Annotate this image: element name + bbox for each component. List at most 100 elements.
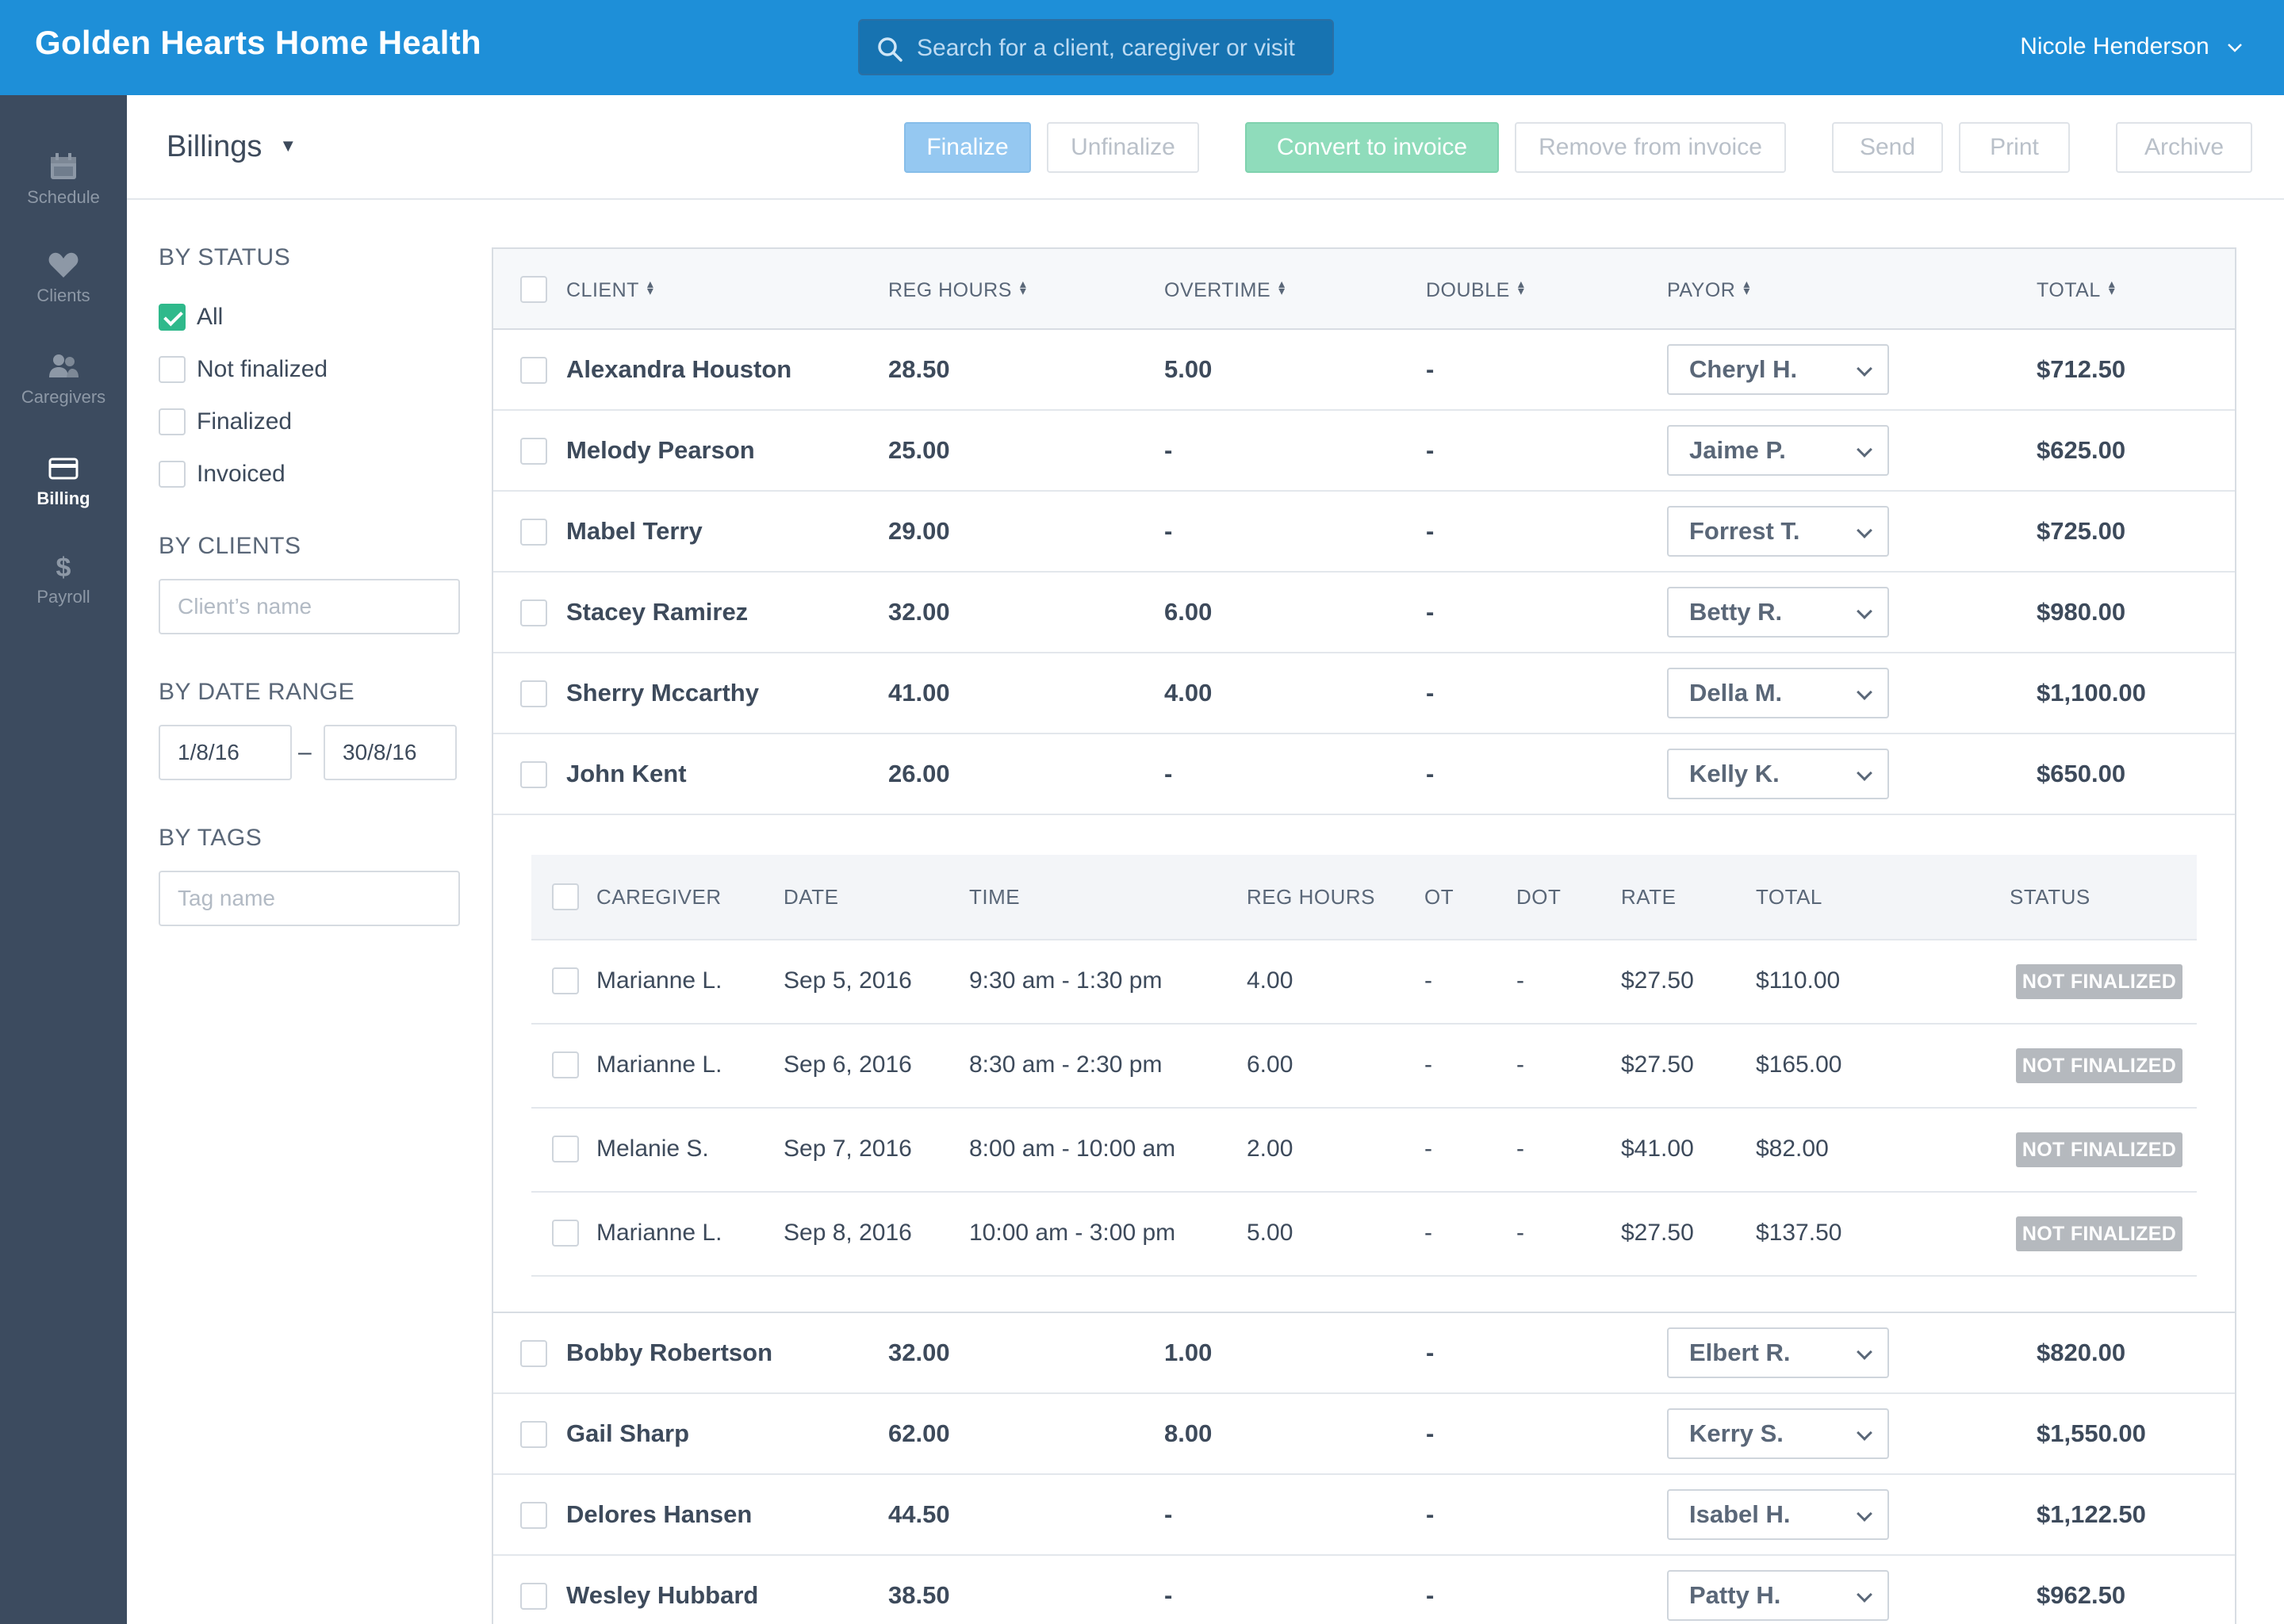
- convert-to-invoice-button[interactable]: Convert to invoice: [1245, 122, 1499, 173]
- table-row[interactable]: Melody Pearson 25.00 - - Jaime P. $625.00: [493, 411, 2235, 492]
- visit-detail-header: CAREGIVER DATE TIME REG HOURS OT DOT RAT…: [531, 855, 2197, 940]
- detail-header-ot: OT: [1424, 885, 1454, 909]
- client-name[interactable]: Sherry Mccarthy: [566, 679, 759, 707]
- client-name[interactable]: John Kent: [566, 760, 687, 787]
- client-name[interactable]: Stacey Ramirez: [566, 598, 749, 626]
- row-checkbox[interactable]: [520, 519, 547, 546]
- payor-select[interactable]: Kelly K.: [1667, 749, 1889, 799]
- checkbox[interactable]: [159, 408, 186, 436]
- row-checkbox[interactable]: [520, 599, 547, 626]
- visit-checkbox[interactable]: [552, 1220, 579, 1247]
- row-checkbox[interactable]: [520, 438, 547, 465]
- visit-row[interactable]: Melanie S. Sep 7, 2016 8:00 am - 10:00 am 2…: [531, 1109, 2197, 1193]
- table-row[interactable]: Stacey Ramirez 32.00 6.00 - Betty R. $980.00: [493, 573, 2235, 653]
- column-header-overtime[interactable]: OVERTIME ▴ ▾: [1164, 278, 1286, 302]
- user-menu[interactable]: Nicole Henderson: [2020, 33, 2243, 60]
- payor-select[interactable]: Della M.: [1667, 668, 1889, 718]
- column-header-total[interactable]: TOTAL ▴ ▾: [2037, 278, 2115, 302]
- remove-from-invoice-button[interactable]: Remove from invoice: [1515, 122, 1786, 173]
- date-from-input[interactable]: 1/8/16: [159, 725, 292, 780]
- finalize-button[interactable]: Finalize: [904, 122, 1031, 173]
- status-option-not-finalized[interactable]: Not finalized: [159, 355, 328, 384]
- checkbox[interactable]: [159, 304, 186, 331]
- sort-icon: ▴ ▾: [1019, 278, 1027, 298]
- payor-select[interactable]: Patty H.: [1667, 1570, 1889, 1621]
- row-checkbox[interactable]: [520, 680, 547, 707]
- client-name[interactable]: Alexandra Houston: [566, 355, 792, 383]
- payor-select[interactable]: Cheryl H.: [1667, 344, 1889, 395]
- row-checkbox[interactable]: [520, 1502, 547, 1529]
- svg-text:$: $: [56, 553, 71, 580]
- client-name[interactable]: Wesley Hubbard: [566, 1581, 759, 1609]
- status-option-invoiced[interactable]: Invoiced: [159, 460, 286, 488]
- select-all-visits-checkbox[interactable]: [552, 883, 579, 910]
- visit-checkbox[interactable]: [552, 1051, 579, 1078]
- page-title-dropdown[interactable]: Billings ▼: [167, 130, 297, 164]
- overtime: 1.00: [1164, 1339, 1213, 1366]
- send-button[interactable]: Send: [1832, 122, 1943, 173]
- column-header-client[interactable]: CLIENT ▴ ▾: [566, 278, 653, 302]
- search-icon: [878, 37, 902, 62]
- table-row[interactable]: Wesley Hubbard 38.50 - - Patty H. $962.50: [493, 1556, 2235, 1624]
- credit-card-icon: [48, 458, 79, 480]
- row-checkbox[interactable]: [520, 1583, 547, 1610]
- table-row[interactable]: John Kent 26.00 - - Kelly K. $650.00: [493, 734, 2235, 815]
- tag-name-input[interactable]: Tag name: [159, 871, 460, 926]
- reg-hours: 41.00: [888, 679, 950, 707]
- payor-select[interactable]: Betty R.: [1667, 587, 1889, 638]
- people-icon: [49, 354, 79, 377]
- date-range-heading: BY DATE RANGE: [159, 679, 355, 705]
- visit-reg-hours: 6.00: [1247, 1051, 1293, 1078]
- table-row[interactable]: Gail Sharp 62.00 8.00 - Kerry S. $1,550.00: [493, 1394, 2235, 1475]
- row-total: $1,122.50: [2037, 1500, 2146, 1528]
- nav-item-schedule[interactable]: Schedule: [0, 152, 127, 208]
- column-header-reg-hours[interactable]: REG HOURS ▴ ▾: [888, 278, 1027, 302]
- column-label: TOTAL: [2037, 279, 2101, 301]
- payor-select[interactable]: Jaime P.: [1667, 425, 1889, 476]
- archive-button[interactable]: Archive: [2116, 122, 2252, 173]
- status-option-all[interactable]: All: [159, 303, 223, 331]
- table-row[interactable]: Delores Hansen 44.50 - - Isabel H. $1,122.50: [493, 1475, 2235, 1556]
- visit-row[interactable]: Marianne L. Sep 6, 2016 8:30 am - 2:30 pm 6…: [531, 1025, 2197, 1109]
- visit-row[interactable]: Marianne L. Sep 8, 2016 10:00 am - 3:00 pm…: [531, 1193, 2197, 1277]
- nav-label: Schedule: [27, 187, 100, 207]
- payor-select[interactable]: Kerry S.: [1667, 1408, 1889, 1459]
- row-checkbox[interactable]: [520, 357, 547, 384]
- client-name-input[interactable]: Client’s name: [159, 579, 460, 634]
- client-name[interactable]: Gail Sharp: [566, 1419, 690, 1447]
- table-row[interactable]: Sherry Mccarthy 41.00 4.00 - Della M. $1,100.…: [493, 653, 2235, 734]
- chevron-down-icon: [1857, 684, 1872, 700]
- column-header-double[interactable]: DOUBLE ▴ ▾: [1426, 278, 1524, 302]
- nav-item-caregivers[interactable]: Caregivers: [0, 352, 127, 408]
- search-input[interactable]: Search for a client, caregiver or visit: [858, 19, 1334, 75]
- unfinalize-button[interactable]: Unfinalize: [1047, 122, 1199, 173]
- nav-item-clients[interactable]: Clients: [0, 251, 127, 306]
- table-row[interactable]: Mabel Terry 29.00 - - Forrest T. $725.00: [493, 492, 2235, 573]
- checkbox[interactable]: [159, 461, 186, 488]
- column-header-payor[interactable]: PAYOR ▴ ▾: [1667, 278, 1750, 302]
- row-checkbox[interactable]: [520, 1421, 547, 1448]
- select-all-checkbox[interactable]: [520, 276, 547, 303]
- table-row[interactable]: Bobby Robertson 32.00 1.00 - Elbert R. $820.0…: [493, 1313, 2235, 1394]
- payor-select[interactable]: Forrest T.: [1667, 506, 1889, 557]
- billings-table: CLIENT ▴ ▾ REG HOURS ▴ ▾ OVERTIME ▴ ▾ DOUBLE ▴ ▾…: [492, 247, 2236, 1624]
- payor-select[interactable]: Isabel H.: [1667, 1489, 1889, 1540]
- visit-checkbox[interactable]: [552, 967, 579, 994]
- status-option-finalized[interactable]: Finalized: [159, 408, 292, 436]
- print-button[interactable]: Print: [1959, 122, 2070, 173]
- app-title[interactable]: Golden Hearts Home Health: [35, 24, 481, 61]
- client-name[interactable]: Melody Pearson: [566, 436, 755, 464]
- row-checkbox[interactable]: [520, 761, 547, 788]
- table-row[interactable]: Alexandra Houston 28.50 5.00 - Cheryl H. $712…: [493, 330, 2235, 411]
- visit-row[interactable]: Marianne L. Sep 5, 2016 9:30 am - 1:30 pm 4…: [531, 940, 2197, 1025]
- nav-item-payroll[interactable]: $ Payroll: [0, 552, 127, 607]
- nav-item-billing[interactable]: Billing: [0, 454, 127, 509]
- checkbox[interactable]: [159, 356, 186, 384]
- date-to-input[interactable]: 30/8/16: [324, 725, 457, 780]
- client-name[interactable]: Mabel Terry: [566, 517, 703, 545]
- row-checkbox[interactable]: [520, 1340, 547, 1367]
- client-name[interactable]: Delores Hansen: [566, 1500, 753, 1528]
- visit-checkbox[interactable]: [552, 1136, 579, 1162]
- client-name[interactable]: Bobby Robertson: [566, 1339, 773, 1366]
- payor-select[interactable]: Elbert R.: [1667, 1327, 1889, 1378]
